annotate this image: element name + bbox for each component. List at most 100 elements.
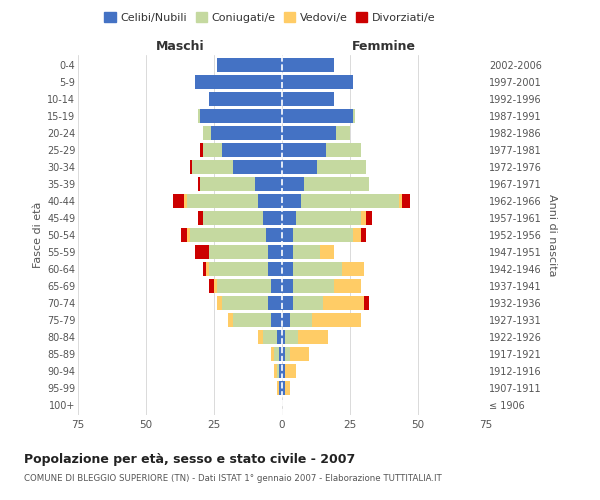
Bar: [195, 75, 282, 89]
Bar: [257, 330, 263, 344]
Bar: [361, 211, 367, 225]
Bar: [206, 262, 209, 276]
Bar: [282, 126, 337, 140]
Bar: [187, 194, 257, 208]
Bar: [326, 143, 361, 157]
Bar: [317, 160, 367, 174]
Bar: [296, 211, 361, 225]
Bar: [277, 330, 282, 344]
Bar: [279, 381, 282, 395]
Bar: [285, 330, 298, 344]
Bar: [197, 177, 200, 191]
Bar: [320, 245, 334, 259]
Bar: [285, 364, 296, 378]
Bar: [282, 109, 353, 123]
Bar: [222, 143, 282, 157]
Bar: [209, 279, 214, 293]
Bar: [255, 177, 282, 191]
Bar: [353, 109, 355, 123]
Bar: [263, 211, 282, 225]
Text: Femmine: Femmine: [352, 40, 416, 54]
Bar: [282, 347, 285, 361]
Bar: [298, 330, 328, 344]
Bar: [217, 279, 271, 293]
Bar: [279, 347, 282, 361]
Bar: [364, 296, 369, 310]
Bar: [282, 75, 353, 89]
Bar: [184, 194, 187, 208]
Bar: [257, 194, 282, 208]
Bar: [211, 126, 282, 140]
Bar: [282, 364, 285, 378]
Bar: [277, 364, 279, 378]
Bar: [282, 313, 290, 327]
Text: Popolazione per età, sesso e stato civile - 2007: Popolazione per età, sesso e stato civil…: [24, 452, 355, 466]
Bar: [285, 381, 290, 395]
Bar: [361, 228, 367, 242]
Bar: [323, 296, 364, 310]
Bar: [282, 160, 317, 174]
Y-axis label: Anni di nascita: Anni di nascita: [547, 194, 557, 276]
Bar: [282, 245, 293, 259]
Bar: [282, 194, 301, 208]
Bar: [282, 279, 293, 293]
Bar: [268, 245, 282, 259]
Bar: [282, 211, 296, 225]
Bar: [227, 313, 233, 327]
Bar: [367, 211, 372, 225]
Bar: [279, 364, 282, 378]
Bar: [173, 194, 184, 208]
Bar: [282, 296, 293, 310]
Bar: [293, 245, 320, 259]
Bar: [282, 228, 293, 242]
Bar: [187, 228, 190, 242]
Bar: [203, 262, 206, 276]
Bar: [209, 262, 268, 276]
Bar: [271, 313, 282, 327]
Bar: [285, 347, 290, 361]
Bar: [190, 160, 192, 174]
Bar: [203, 126, 211, 140]
Bar: [334, 279, 361, 293]
Bar: [200, 177, 255, 191]
Bar: [233, 313, 271, 327]
Bar: [209, 92, 282, 106]
Bar: [399, 194, 401, 208]
Bar: [197, 109, 200, 123]
Bar: [222, 296, 268, 310]
Bar: [293, 296, 323, 310]
Bar: [312, 313, 361, 327]
Bar: [195, 245, 209, 259]
Bar: [353, 228, 361, 242]
Legend: Celibi/Nubili, Coniugati/e, Vedovi/e, Divorziati/e: Celibi/Nubili, Coniugati/e, Vedovi/e, Di…: [100, 8, 440, 28]
Bar: [200, 109, 282, 123]
Text: COMUNE DI BLEGGIO SUPERIORE (TN) - Dati ISTAT 1° gennaio 2007 - Elaborazione TUT: COMUNE DI BLEGGIO SUPERIORE (TN) - Dati …: [24, 474, 442, 483]
Bar: [282, 92, 334, 106]
Y-axis label: Fasce di età: Fasce di età: [32, 202, 43, 268]
Bar: [266, 228, 282, 242]
Bar: [293, 279, 334, 293]
Bar: [274, 347, 279, 361]
Bar: [181, 228, 187, 242]
Bar: [293, 262, 342, 276]
Bar: [217, 58, 282, 72]
Bar: [233, 160, 282, 174]
Bar: [290, 347, 309, 361]
Bar: [401, 194, 410, 208]
Text: Maschi: Maschi: [155, 40, 205, 54]
Bar: [337, 126, 350, 140]
Bar: [200, 143, 203, 157]
Bar: [274, 364, 277, 378]
Bar: [268, 296, 282, 310]
Bar: [268, 262, 282, 276]
Bar: [271, 279, 282, 293]
Bar: [190, 228, 266, 242]
Bar: [203, 143, 222, 157]
Bar: [301, 194, 399, 208]
Bar: [282, 143, 326, 157]
Bar: [282, 330, 285, 344]
Bar: [290, 313, 312, 327]
Bar: [282, 58, 334, 72]
Bar: [192, 160, 233, 174]
Bar: [263, 330, 277, 344]
